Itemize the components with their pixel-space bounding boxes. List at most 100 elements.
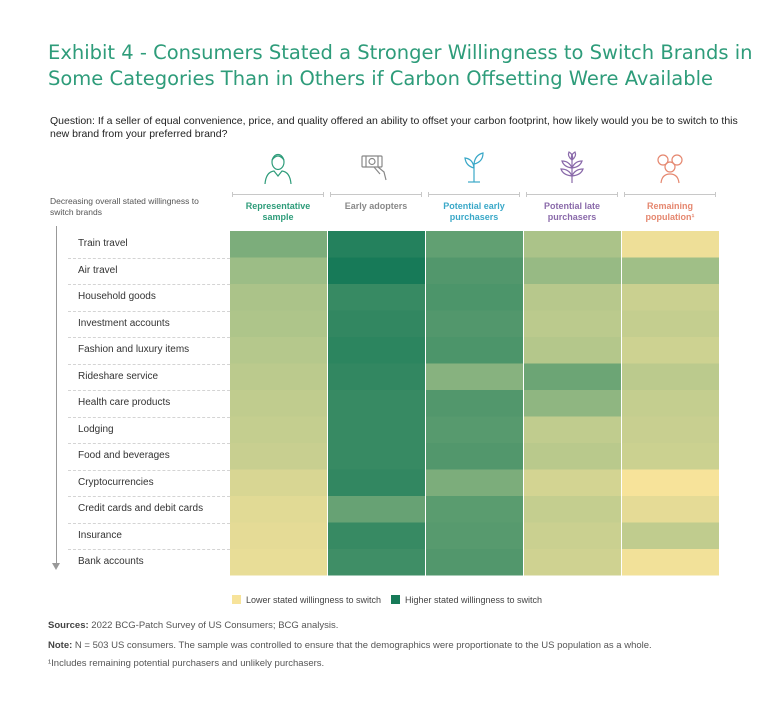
chart-title-line-1: Exhibit 4 - Consumers Stated a Stronger … xyxy=(48,41,753,64)
heatmap-cell xyxy=(230,337,327,364)
heatmap-cell xyxy=(622,310,719,337)
hand-money-icon xyxy=(361,155,387,181)
heatmap-cell xyxy=(622,549,719,576)
heatmap-cell xyxy=(328,363,425,390)
heatmap-cell xyxy=(426,390,523,417)
heatmap-cell xyxy=(426,337,523,364)
note-label: Note: xyxy=(48,640,73,651)
chart-title: Exhibit 4 - Consumers Stated a Stronger … xyxy=(48,40,753,92)
heatmap xyxy=(230,231,719,576)
heatmap-cell xyxy=(328,337,425,364)
heatmap-cell xyxy=(622,390,719,417)
row-label: Credit cards and debit cards xyxy=(78,503,204,514)
note-text: N = 503 US consumers. The sample was con… xyxy=(74,640,652,651)
heatmap-cell xyxy=(622,231,719,258)
down-arrow-line xyxy=(56,226,57,564)
row-label: Air travel xyxy=(78,264,118,276)
row-label: Bank accounts xyxy=(78,556,144,567)
heatmap-cell xyxy=(328,522,425,549)
heatmap-cell xyxy=(328,443,425,470)
heatmap-cell xyxy=(328,469,425,496)
heatmap-cell xyxy=(524,284,621,311)
row-label: Insurance xyxy=(78,529,122,541)
column-header-potential-early-purchasers: Potential early purchasers xyxy=(426,150,522,223)
chart-title-line-2: Some Categories Than in Others if Carbon… xyxy=(48,67,713,90)
heatmap-cell xyxy=(524,469,621,496)
row-label: Rideshare service xyxy=(78,370,159,382)
heatmap-cell xyxy=(230,363,327,390)
row-label: Food and beverages xyxy=(78,450,170,461)
heatmap-cell xyxy=(426,549,523,576)
heatmap-cell xyxy=(328,310,425,337)
heatmap-cell xyxy=(524,416,621,443)
heatmap-cell xyxy=(622,469,719,496)
footnote-1: ¹Includes remaining potential purchasers… xyxy=(48,658,325,669)
heatmap-cell xyxy=(622,496,719,523)
heatmap-cell xyxy=(230,416,327,443)
row-divider xyxy=(68,469,230,471)
row-label: Investment accounts xyxy=(78,317,170,329)
heatmap-cell xyxy=(524,549,621,576)
heatmap-cell xyxy=(426,469,523,496)
row-label: Train travel xyxy=(78,238,128,249)
column-label: Representative sample xyxy=(245,201,311,222)
column-label: Remaining population¹ xyxy=(645,201,695,222)
column-label: Potential late purchasers xyxy=(543,201,600,222)
axis-note: Decreasing overall stated willingness to… xyxy=(50,196,199,217)
heatmap-cell xyxy=(230,496,327,523)
heatmap-cell xyxy=(524,496,621,523)
heatmap-cell xyxy=(230,469,327,496)
heatmap-cell xyxy=(328,549,425,576)
row-divider xyxy=(68,443,230,444)
heatmap-cell xyxy=(426,284,523,311)
legend-low-label: Lower stated willingness to switch xyxy=(246,595,382,605)
heatmap-cell xyxy=(426,443,523,470)
heatmap-cell xyxy=(426,231,523,258)
row-label: Lodging xyxy=(78,423,114,435)
heatmap-cell xyxy=(524,363,621,390)
row-divider xyxy=(68,284,230,285)
heatmap-cell xyxy=(230,443,327,470)
heatmap-cell xyxy=(230,284,327,311)
heatmap-cell xyxy=(426,363,523,390)
heatmap-cell xyxy=(622,522,719,549)
heatmap-cell xyxy=(524,522,621,549)
row-divider xyxy=(68,363,230,365)
heatmap-cell xyxy=(622,284,719,311)
row-divider xyxy=(68,310,230,312)
sources-label: Sources: xyxy=(48,620,89,631)
plant-icon xyxy=(560,151,584,183)
heatmap-cell xyxy=(426,257,523,284)
row-divider xyxy=(68,390,230,391)
row-divider xyxy=(68,416,230,418)
heatmap-cell xyxy=(328,284,425,311)
heatmap-cell xyxy=(426,310,523,337)
legend-low-swatch xyxy=(232,595,241,604)
sources-note: Sources: 2022 BCG-Patch Survey of US Con… xyxy=(48,620,748,632)
heatmap-cell xyxy=(622,257,719,284)
heatmap-cell xyxy=(426,522,523,549)
heatmap-cell xyxy=(524,310,621,337)
legend-high-swatch xyxy=(391,595,400,604)
column-header-early-adopters: Early adopters xyxy=(328,150,424,212)
heatmap-cell xyxy=(230,390,327,417)
heatmap-cell xyxy=(328,231,425,258)
row-label: Household goods xyxy=(78,291,156,302)
column-label: Potential early purchasers xyxy=(443,201,505,222)
heatmap-cell xyxy=(328,496,425,523)
column-label: Early adopters xyxy=(344,201,408,211)
heatmap-cell xyxy=(524,337,621,364)
heatmap-cell xyxy=(524,390,621,417)
heatmap-cell xyxy=(230,231,327,258)
heatmap-cell xyxy=(622,363,719,390)
sample-note: Note: N = 503 US consumers. The sample w… xyxy=(48,640,748,652)
heatmap-cell xyxy=(328,390,425,417)
legend-high: Higher stated willingness to switch xyxy=(391,594,542,606)
heatmap-cell xyxy=(622,443,719,470)
sprout-icon xyxy=(464,152,484,183)
group-icon xyxy=(657,154,683,184)
row-label: Health care products xyxy=(78,397,171,408)
heatmap-cell xyxy=(230,549,327,576)
legend-high-label: Higher stated willingness to switch xyxy=(405,595,543,605)
down-arrow-icon xyxy=(52,563,60,570)
